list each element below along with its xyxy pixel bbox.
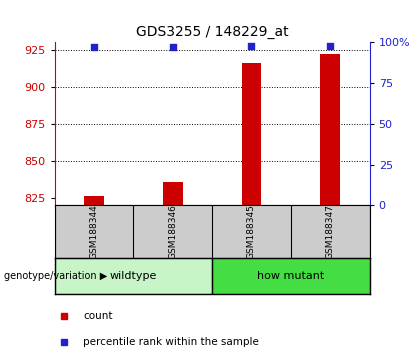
Point	[169, 45, 176, 50]
Title: GDS3255 / 148229_at: GDS3255 / 148229_at	[136, 25, 289, 39]
Text: GSM188346: GSM188346	[168, 204, 177, 259]
Bar	[163, 182, 183, 205]
Text: count: count	[83, 311, 113, 321]
Text: GSM188347: GSM188347	[326, 204, 335, 259]
Text: GSM188344: GSM188344	[89, 205, 98, 259]
Text: GSM188345: GSM188345	[247, 204, 256, 259]
Point	[327, 43, 333, 48]
Text: genotype/variation ▶: genotype/variation ▶	[4, 271, 108, 281]
Text: percentile rank within the sample: percentile rank within the sample	[83, 337, 259, 348]
Bar	[55, 258, 212, 294]
Bar	[320, 54, 340, 205]
Bar	[241, 63, 261, 205]
Bar	[212, 258, 370, 294]
Point	[248, 43, 255, 48]
Point	[91, 45, 97, 50]
Text: how mutant: how mutant	[257, 271, 325, 281]
Bar	[84, 196, 104, 205]
Text: wildtype: wildtype	[110, 271, 157, 281]
